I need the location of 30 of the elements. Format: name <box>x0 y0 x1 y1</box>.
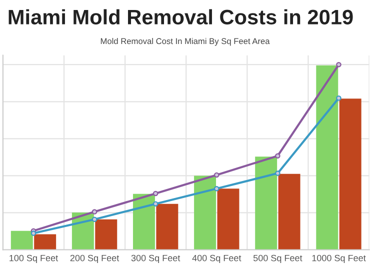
bar <box>278 174 300 250</box>
x-tick-label: 100 Sq Feet <box>10 254 58 264</box>
x-tick-label: 400 Sq Feet <box>192 254 242 264</box>
bar <box>95 219 118 250</box>
point <box>92 216 98 222</box>
chart-title: Miami Mold Removal Costs in 2019 <box>8 9 353 24</box>
bar <box>339 98 362 250</box>
bar <box>10 230 33 250</box>
point <box>275 170 280 176</box>
point <box>152 201 158 206</box>
x-tick-label: 300 Sq Feet <box>131 254 180 264</box>
bar <box>194 176 216 250</box>
point <box>30 230 36 236</box>
bar <box>316 65 338 250</box>
x-tick-label: 200 Sq Feet <box>70 254 120 264</box>
point <box>336 95 342 101</box>
bar <box>132 194 155 250</box>
point <box>275 153 280 159</box>
bar <box>255 156 278 250</box>
point <box>214 172 220 178</box>
point <box>336 62 342 68</box>
point <box>214 186 220 192</box>
bar <box>156 204 178 250</box>
point <box>152 190 158 196</box>
bar <box>217 188 240 250</box>
point <box>92 209 98 214</box>
x-tick-label: 1000 Sq Feet <box>312 254 366 264</box>
chart-subtitle: Mold Removal Cost In Miami By Sq Feet Area <box>100 38 270 46</box>
x-tick-label: 500 Sq Feet <box>253 254 302 264</box>
bar <box>34 234 56 250</box>
